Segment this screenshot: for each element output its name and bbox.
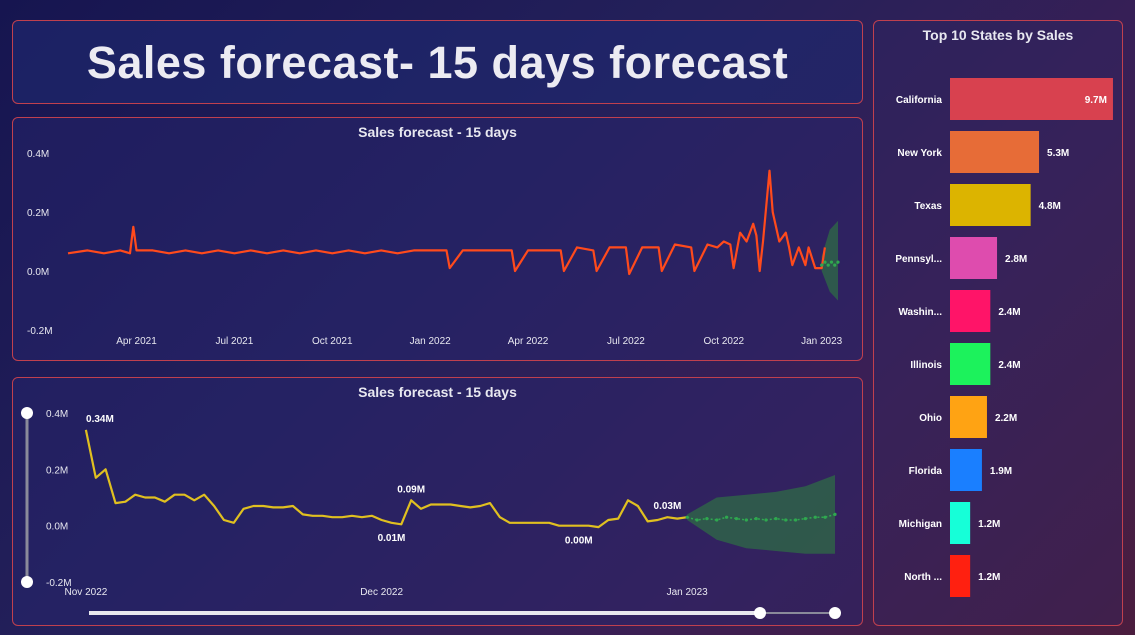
forecast-point (685, 515, 689, 519)
forecast-point (826, 263, 830, 267)
forecast-chart-full[interactable]: Sales forecast - 15 days 0.4M 0.2M 0.0M -0.… (12, 117, 863, 361)
forecast-point (820, 263, 824, 267)
forecast-confidence-band (821, 220, 838, 301)
state-label: Florida (909, 466, 943, 477)
bar-value-label: 2.2M (995, 413, 1017, 424)
forecast-point (833, 263, 837, 267)
forecast-point (744, 518, 748, 522)
x-tick-label: Jan 2023 (801, 336, 843, 347)
y-tick-label: -0.2M (27, 326, 53, 337)
forecast-point (754, 517, 758, 521)
y-tick-label: 0.4M (46, 409, 68, 420)
top-states-chart[interactable]: Top 10 States by Sales California 9.7M New… (873, 20, 1123, 626)
state-bar[interactable] (950, 237, 998, 279)
bar-value-label: 1.9M (990, 466, 1012, 477)
bar-value-label: 2.4M (998, 360, 1020, 371)
y-tick-label: 0.0M (27, 267, 49, 278)
state-label: Texas (914, 201, 942, 212)
forecast-point (823, 260, 827, 264)
forecast-chart-zoom[interactable]: Sales forecast - 15 days 0.4M 0.2M 0.0M -0.… (12, 377, 863, 626)
data-label: 0.34M (86, 414, 114, 425)
data-label: 0.01M (378, 533, 406, 544)
state-bar[interactable] (950, 502, 971, 544)
page-title: Sales forecast- 15 days forecast (86, 37, 789, 88)
forecast-point (833, 512, 837, 516)
state-bar[interactable] (950, 555, 971, 597)
y-tick-label: -0.2M (46, 578, 72, 589)
y-tick-label: 0.2M (46, 465, 68, 476)
title-banner: Sales forecast- 15 days forecast (12, 20, 863, 104)
state-label: Michigan (899, 519, 942, 530)
x-tick-label: Jul 2021 (215, 336, 253, 347)
state-label: Washin... (898, 307, 942, 318)
x-tick-label: Dec 2022 (360, 587, 403, 598)
x-tick-label: Apr 2022 (508, 336, 549, 347)
data-label: 0.00M (565, 536, 593, 547)
bar-value-label: 9.7M (1085, 95, 1107, 106)
x-tick-label: Jan 2023 (667, 587, 709, 598)
chart-title: Sales forecast - 15 days (358, 384, 517, 400)
state-label: North ... (904, 572, 942, 583)
sales-forecast-line (686, 513, 836, 521)
state-bar[interactable] (950, 78, 1113, 120)
forecast-point (803, 517, 808, 521)
x-tick-label: Apr 2021 (116, 336, 157, 347)
data-label: 0.03M (654, 501, 682, 512)
chart-title: Sales forecast - 15 days (358, 124, 517, 140)
forecast-point (823, 515, 827, 519)
x-tick-label: Oct 2022 (704, 336, 745, 347)
state-label: Illinois (910, 360, 942, 371)
state-bar[interactable] (950, 343, 991, 385)
sales-actual-line (84, 429, 688, 529)
bar-value-label: 4.8M (1039, 201, 1061, 212)
bar-value-label: 1.2M (978, 572, 1000, 583)
bar-value-label: 2.4M (998, 307, 1020, 318)
forecast-confidence-band (687, 475, 835, 554)
forecast-point (715, 518, 719, 522)
x-range-slider-handle-right[interactable] (829, 607, 841, 619)
y-tick-label: 0.2M (27, 208, 49, 219)
bar-value-label: 2.8M (1005, 254, 1027, 265)
y-tick-label: 0.4M (27, 149, 49, 160)
y-range-slider-handle-bottom[interactable] (21, 576, 33, 588)
forecast-point (793, 518, 798, 522)
x-range-slider-handle-left[interactable] (754, 607, 766, 619)
x-tick-label: Jan 2022 (410, 336, 452, 347)
x-tick-label: Nov 2022 (65, 587, 108, 598)
chart-title: Top 10 States by Sales (922, 27, 1074, 43)
bar-value-label: 5.3M (1047, 148, 1069, 159)
state-bar[interactable] (950, 449, 982, 491)
forecast-point (695, 518, 699, 522)
bar-value-label: 1.2M (978, 519, 1000, 530)
y-tick-label: 0.0M (46, 522, 68, 533)
y-range-slider-handle-top[interactable] (21, 407, 33, 419)
forecast-point (724, 515, 729, 519)
forecast-point (764, 518, 768, 522)
forecast-point (836, 260, 840, 264)
sales-actual-line (67, 169, 826, 276)
data-label: 0.09M (397, 484, 425, 495)
forecast-chart-full-svg: 0.4M 0.2M 0.0M -0.2M Apr 2021 Jul 2021 Oct 202… (27, 149, 843, 347)
state-label: California (896, 95, 943, 106)
x-tick-label: Oct 2021 (312, 336, 353, 347)
state-bar[interactable] (950, 290, 991, 332)
forecast-point (774, 517, 778, 521)
state-bar[interactable] (950, 131, 1040, 173)
state-label: Ohio (919, 413, 942, 424)
forecast-point (705, 517, 709, 521)
state-bar[interactable] (950, 184, 1031, 226)
state-label: New York (897, 148, 942, 159)
top-states-chart-svg: California 9.7M New York 5.3M Texas 4.8M Penns… (895, 78, 1113, 597)
state-bar[interactable] (950, 396, 987, 438)
forecast-point (829, 260, 834, 264)
forecast-point (784, 518, 788, 522)
forecast-point (813, 515, 817, 519)
state-label: Pennsyl... (895, 254, 942, 265)
x-tick-label: Jul 2022 (607, 336, 645, 347)
forecast-point (734, 517, 739, 521)
